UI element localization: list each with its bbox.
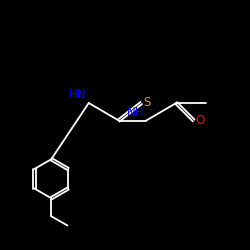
Text: S: S — [143, 96, 150, 110]
Text: O: O — [196, 114, 205, 127]
Text: HN: HN — [69, 88, 87, 101]
Text: NH: NH — [127, 106, 144, 118]
